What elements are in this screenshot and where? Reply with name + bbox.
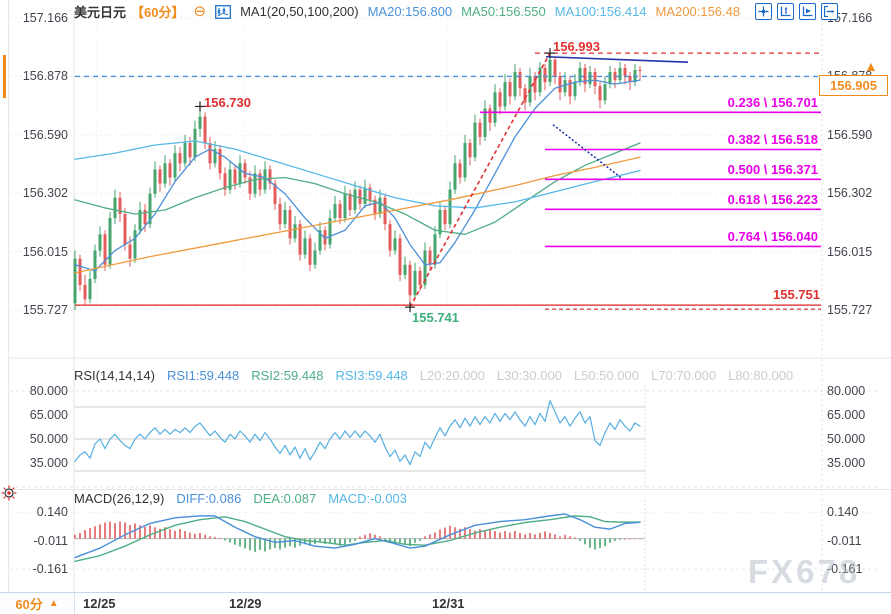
collapse-icon[interactable]: ⊖ bbox=[193, 3, 207, 20]
symbol-title: 美元日元 bbox=[74, 5, 127, 20]
macd-axis-label-right: -0.161 bbox=[827, 562, 863, 577]
watermark: FX678 bbox=[748, 553, 861, 590]
rsi-l80-label: L80:80.000 bbox=[728, 368, 794, 383]
timeframe-selector[interactable]: 60分 ▲ bbox=[0, 593, 75, 614]
rsi-axis-label-left: 50.000 bbox=[29, 432, 68, 446]
fib-level-label: 0.500 \ 156.371 bbox=[727, 162, 818, 178]
macd-axis-label-left: 0.140 bbox=[36, 505, 68, 520]
fib-level-label: 0.618 \ 156.223 bbox=[727, 192, 818, 208]
date-tick-3: 12/31 bbox=[432, 596, 465, 611]
support-price-label: 155.751 bbox=[773, 287, 820, 302]
ma-group-label: MA1(20,50,100,200) bbox=[240, 4, 359, 19]
price-axis-label-left: 156.878 bbox=[22, 69, 68, 84]
price-axis-label-left: 157.166 bbox=[22, 11, 68, 25]
move-tool-icon[interactable] bbox=[755, 3, 772, 20]
rsi3-value: RSI3:59.448 bbox=[335, 368, 408, 383]
chart-toolbar bbox=[755, 3, 838, 20]
macd-diff-value: DIFF:0.086 bbox=[176, 491, 242, 506]
ma200-value: MA200:156.48 bbox=[655, 4, 741, 19]
rsi-axis-label-left: 35.000 bbox=[29, 456, 68, 470]
marked-low-label: 155.741 bbox=[412, 310, 459, 325]
time-axis-bar bbox=[0, 592, 891, 614]
macd-dea-value: DEA:0.087 bbox=[253, 491, 317, 506]
marked-high1-label: 156.730 bbox=[204, 95, 251, 110]
macd-value: MACD:-0.003 bbox=[328, 491, 407, 506]
timeframe-value: 60分 bbox=[15, 597, 43, 612]
macd-header: MACD(26,12,9) DIFF:0.086 DEA:0.087 MACD:… bbox=[74, 491, 407, 506]
fib-level-label: 0.382 \ 156.518 bbox=[727, 132, 818, 148]
hot-indicator-icon[interactable] bbox=[1, 485, 17, 506]
chart-header: 美元日元 【60分】 ⊖ MA1(20,50,100,200) MA20:156… bbox=[74, 3, 740, 20]
rsi-header: RSI(14,14,14) RSI1:59.448 RSI2:59.448 RS… bbox=[74, 368, 793, 383]
rsi-title: RSI(14,14,14) bbox=[74, 368, 155, 383]
marked-high2-label: 156.993 bbox=[553, 39, 600, 54]
fib-level-label: 0.764 \ 156.040 bbox=[727, 229, 818, 245]
macd-axis-label-right: -0.011 bbox=[827, 533, 862, 548]
rsi1-value: RSI1:59.448 bbox=[166, 368, 240, 383]
left-orange-indicator bbox=[3, 55, 6, 98]
left-edge-strip bbox=[0, 0, 9, 614]
rsi-axis-label-left: 80.000 bbox=[29, 384, 68, 398]
timeframe-label: 【60分】 bbox=[131, 5, 185, 20]
price-axis-label-left: 155.727 bbox=[22, 303, 68, 317]
rsi-axis-label-right: 50.000 bbox=[827, 432, 866, 446]
chart-type-icon[interactable] bbox=[215, 4, 232, 19]
price-axis-label-left: 156.590 bbox=[22, 127, 68, 142]
date-tick-2: 12/29 bbox=[229, 596, 262, 611]
price-axis-label-left: 156.302 bbox=[22, 186, 68, 201]
macd-axis-label-right: 0.140 bbox=[827, 505, 859, 520]
price-axis-label-right: 157.166 bbox=[827, 11, 873, 25]
play-forward-tool-icon[interactable] bbox=[799, 3, 816, 20]
rsi-l70-label: L70:70.000 bbox=[651, 368, 717, 383]
rsi-axis-label-right: 80.000 bbox=[827, 384, 866, 398]
last-price-box: 156.905 bbox=[819, 75, 888, 96]
rsi-axis-label-right: 35.000 bbox=[827, 456, 866, 470]
rsi-l50-label: L50:50.000 bbox=[573, 368, 640, 383]
price-axis-label-right: 156.302 bbox=[827, 186, 873, 201]
price-axis-label-right: 156.015 bbox=[827, 244, 873, 259]
exit-right-tool-icon[interactable] bbox=[821, 3, 838, 20]
rsi-l20-label: L20:20.000 bbox=[419, 368, 485, 383]
price-up-arrow-icon: ▲ bbox=[864, 58, 878, 74]
price-axis-label-left: 156.015 bbox=[22, 244, 68, 259]
ma100-value: MA100:156.414 bbox=[554, 4, 647, 19]
rsi-axis-label-left: 65.000 bbox=[29, 408, 68, 422]
macd-axis-label-left: -0.011 bbox=[33, 533, 68, 548]
fib-level-label: 0.236 \ 156.701 bbox=[727, 95, 818, 111]
ma50-value: MA50:156.550 bbox=[461, 4, 546, 19]
rsi2-value: RSI2:59.448 bbox=[251, 368, 324, 383]
price-axis-label-right: 155.727 bbox=[827, 303, 873, 317]
macd-axis-label-left: -0.161 bbox=[32, 562, 68, 577]
macd-title: MACD(26,12,9) bbox=[74, 491, 165, 506]
price-axis-label-right: 156.590 bbox=[827, 127, 873, 142]
rsi-l30-label: L30:30.000 bbox=[496, 368, 562, 383]
ma20-value: MA20:156.800 bbox=[367, 4, 453, 19]
fit-vertical-tool-icon[interactable] bbox=[777, 3, 794, 20]
rsi-axis-label-right: 65.000 bbox=[827, 408, 866, 422]
date-tick-1: 12/25 bbox=[83, 596, 116, 611]
timeframe-arrow-icon: ▲ bbox=[48, 598, 59, 609]
